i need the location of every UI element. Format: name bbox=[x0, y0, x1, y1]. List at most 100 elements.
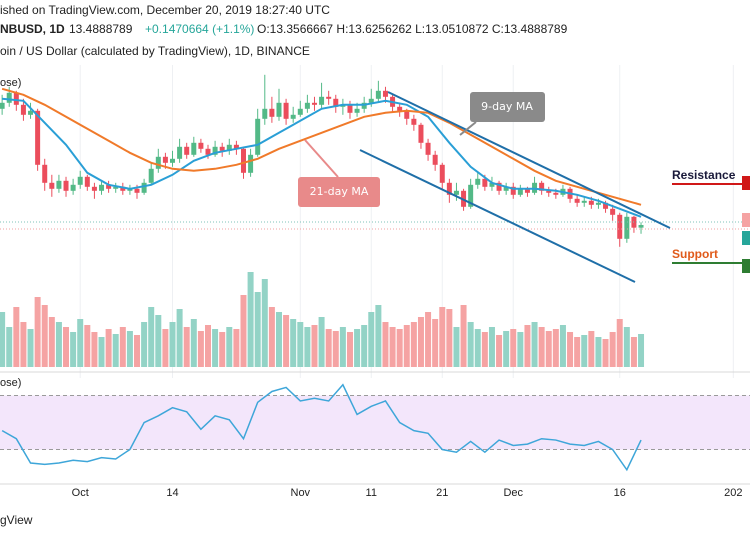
volume-bar bbox=[474, 329, 481, 367]
candle-body bbox=[84, 176, 90, 187]
candle-body bbox=[382, 90, 388, 97]
volume-bar bbox=[212, 329, 219, 367]
volume-bar bbox=[396, 329, 403, 367]
x-tick-label: 11 bbox=[366, 487, 377, 499]
volume-bar bbox=[126, 331, 133, 367]
volume-bar bbox=[63, 327, 70, 367]
candle-body bbox=[624, 216, 630, 239]
annotation-arrow bbox=[304, 139, 339, 178]
candle-body bbox=[255, 118, 261, 155]
candle-body bbox=[333, 98, 339, 107]
volume-bar bbox=[368, 312, 375, 367]
volume-bar bbox=[503, 331, 510, 367]
candle-body bbox=[120, 186, 126, 191]
volume-bar bbox=[0, 312, 6, 367]
volume-bar bbox=[84, 325, 91, 367]
candle-body bbox=[91, 186, 97, 191]
header-area bbox=[0, 0, 750, 62]
candle-body bbox=[432, 154, 438, 165]
volume-bar bbox=[417, 317, 424, 367]
candle-body bbox=[439, 164, 445, 183]
candle-body bbox=[319, 96, 325, 105]
candle-body bbox=[482, 178, 488, 187]
volume-bar bbox=[538, 327, 545, 367]
volume-bar bbox=[105, 329, 112, 367]
candle-body bbox=[425, 142, 431, 155]
volume-bar bbox=[197, 331, 204, 367]
last-price: 13.4888789 bbox=[69, 22, 133, 36]
volume-bar bbox=[176, 309, 183, 367]
resistance-label: Resistance bbox=[672, 168, 736, 182]
volume-bar bbox=[190, 319, 197, 367]
volume-layer bbox=[0, 272, 645, 367]
candle-body bbox=[326, 96, 332, 99]
volume-bar bbox=[623, 327, 630, 367]
candle-body bbox=[638, 225, 644, 228]
volume-bar bbox=[460, 305, 467, 367]
volume-bar bbox=[354, 329, 361, 367]
candle-body bbox=[170, 158, 176, 163]
candle-body bbox=[503, 186, 509, 191]
volume-bar bbox=[20, 322, 27, 367]
candle-body bbox=[99, 184, 105, 191]
price-change: +0.1470664 (+1.1%) bbox=[145, 22, 254, 36]
x-tick-label: Oct bbox=[72, 487, 89, 499]
x-tick-label: Nov bbox=[291, 487, 311, 499]
volume-bar bbox=[134, 335, 141, 367]
volume-bar bbox=[204, 325, 211, 367]
x-tick-label: Dec bbox=[503, 487, 523, 499]
volume-bar bbox=[311, 325, 318, 367]
volume-bar bbox=[481, 332, 488, 367]
x-tick-label: 16 bbox=[614, 487, 626, 499]
volume-bar bbox=[219, 332, 226, 367]
annotation: 9-day MA bbox=[481, 100, 533, 113]
volume-bar bbox=[98, 337, 105, 367]
rsi-band bbox=[0, 395, 750, 450]
candle-body bbox=[134, 188, 140, 193]
candle-body bbox=[262, 108, 268, 119]
candle-body bbox=[304, 102, 310, 109]
volume-bar bbox=[6, 327, 13, 367]
volume-bar bbox=[247, 272, 254, 367]
volume-bar bbox=[155, 315, 162, 367]
volume-bar bbox=[297, 322, 304, 367]
volume-bar bbox=[240, 295, 247, 367]
candle-body bbox=[354, 108, 360, 113]
volume-bar bbox=[446, 309, 453, 367]
candle-body bbox=[0, 102, 5, 109]
annotation-box bbox=[298, 177, 380, 207]
volume-bar bbox=[339, 327, 346, 367]
candle-body bbox=[496, 182, 502, 191]
moving-average bbox=[1, 87, 642, 206]
rsi-line bbox=[1, 383, 642, 472]
candle-body bbox=[404, 110, 410, 119]
candle-body bbox=[574, 198, 580, 203]
candle-body bbox=[20, 104, 26, 115]
volume-bar bbox=[41, 305, 48, 367]
candle-body bbox=[418, 124, 424, 143]
volume-bar bbox=[432, 319, 439, 367]
volume-bar bbox=[567, 332, 574, 367]
candle-body bbox=[219, 146, 225, 151]
volume-bar bbox=[403, 325, 410, 367]
volume-bar bbox=[581, 335, 588, 367]
candle-body bbox=[248, 154, 254, 173]
volume-bar bbox=[226, 327, 233, 367]
candle-body bbox=[141, 182, 147, 193]
volume-bar bbox=[609, 332, 616, 367]
candle-body bbox=[240, 148, 246, 173]
volume-bar bbox=[382, 322, 389, 367]
candle-body bbox=[184, 146, 190, 155]
x-tick-label: 202 bbox=[724, 487, 742, 499]
candle-body bbox=[546, 190, 552, 193]
x-tick-label: 14 bbox=[166, 487, 178, 499]
candle-body bbox=[162, 156, 168, 163]
volume-bar bbox=[261, 279, 268, 367]
candle-body bbox=[63, 180, 69, 191]
candle-body bbox=[191, 142, 197, 155]
candle-body bbox=[311, 102, 317, 105]
candle-body bbox=[453, 190, 459, 195]
candle-body bbox=[283, 102, 289, 119]
candle-body bbox=[177, 146, 183, 159]
volume-bar bbox=[27, 329, 34, 367]
